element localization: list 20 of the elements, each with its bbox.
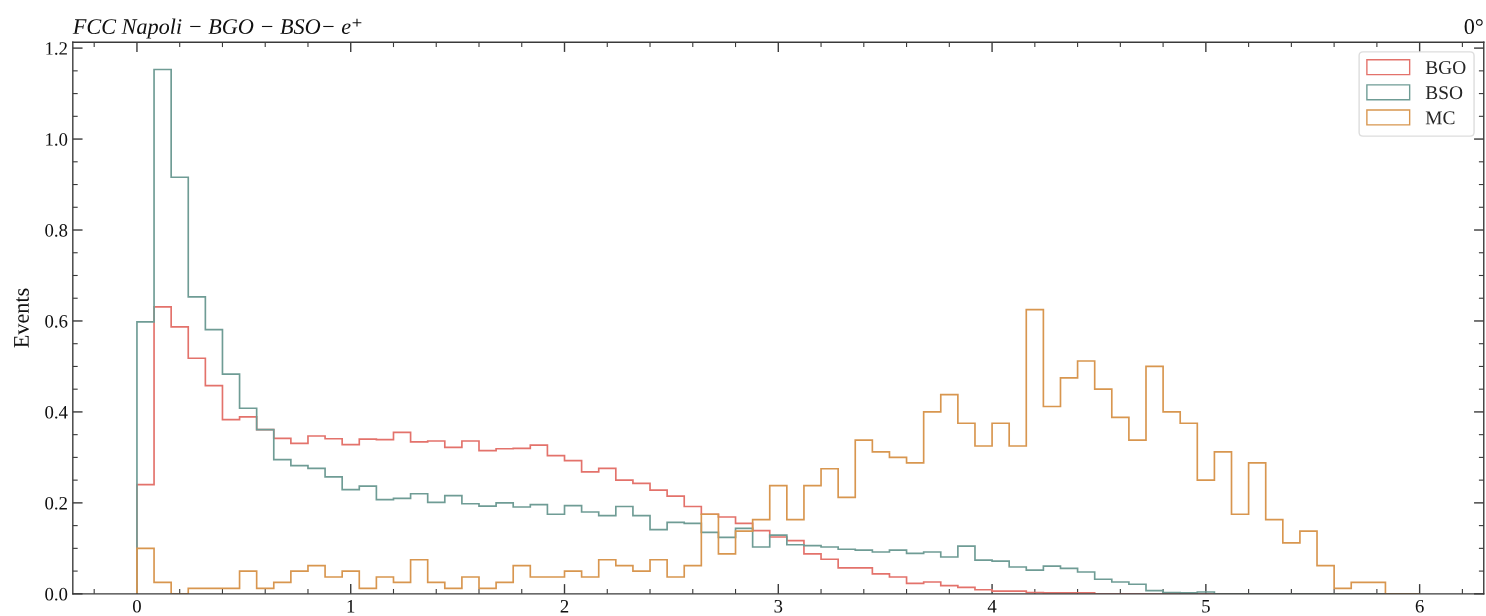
y-tick-label: 0.0 [45,587,68,601]
text: 0° [1464,19,1483,35]
x-tick-label: 5 [1202,600,1210,613]
legend-label: BSO [1425,86,1463,100]
legend-label: BGO [1425,61,1466,75]
y-tick-label: 0.8 [45,224,68,237]
y-axis-title: Events [14,288,29,348]
chart-title: FCC Napoli − BGO − BSO− e⁺ [72,18,362,39]
y-tick-label: 0.6 [45,315,68,328]
x-tick-label: 4 [987,600,997,613]
y-tick-label: 0.4 [45,405,68,419]
x-tick-label: 2 [560,599,569,613]
x-tick-label: 3 [774,599,783,613]
y-tick-label: 0.2 [45,496,67,510]
y-tick-label: 1.0 [46,133,68,146]
x-tick-label: 0 [132,599,141,613]
y-tick-label: 1.2 [46,42,67,55]
x-tick-label: 1 [347,600,355,613]
legend-label: MC [1425,111,1455,125]
x-tick-label: 6 [1415,599,1424,613]
